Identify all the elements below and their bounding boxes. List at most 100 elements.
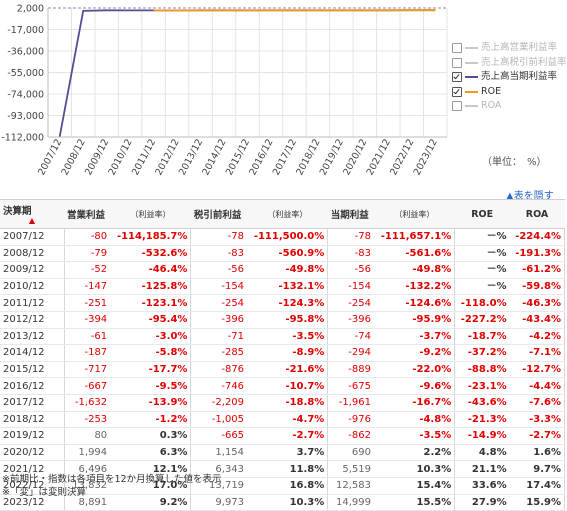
legend-label: 売上高税引前利益率 xyxy=(481,56,567,71)
legend-item-net-margin[interactable]: 売上高当期利益率 xyxy=(452,70,567,85)
header-roe[interactable]: ROE xyxy=(455,200,510,229)
cell-pretax-margin: -560.9% xyxy=(247,245,328,262)
cell-period: 2013/12 xyxy=(0,328,64,345)
cell-net-profit: -74 xyxy=(328,328,374,345)
cell-pretax-margin: -21.6% xyxy=(247,361,328,378)
checkbox-checked-icon[interactable] xyxy=(452,72,462,82)
cell-roa: -59.8% xyxy=(510,278,565,295)
cell-roa: -4.4% xyxy=(510,378,565,395)
cell-period: 2009/12 xyxy=(0,262,64,279)
cell-net-margin: 10.3% xyxy=(374,461,455,478)
cell-net-margin: -49.8% xyxy=(374,262,455,279)
cell-roe: －% xyxy=(455,278,510,295)
legend-swatch xyxy=(465,91,478,93)
cell-net-profit: -154 xyxy=(328,278,374,295)
table-row: 2008/12-79-532.6%-83-560.9%-83-561.6%－%-… xyxy=(0,245,565,262)
cell-pretax-profit: -154 xyxy=(191,278,247,295)
cell-operating-profit: -251 xyxy=(64,295,110,312)
checkbox-icon[interactable] xyxy=(452,43,462,53)
cell-pretax-margin: -2.7% xyxy=(247,428,328,445)
cell-period: 2014/12 xyxy=(0,345,64,362)
y-tick-label: -17,000 xyxy=(7,25,44,36)
cell-roe: -227.2% xyxy=(455,311,510,328)
footnotes: ※前期比・指数は各項目を12か月換算した値を表示 ※「変」は変則決算 xyxy=(2,473,222,499)
cell-roe: -14.9% xyxy=(455,428,510,445)
cell-roe: -21.3% xyxy=(455,411,510,428)
table-row: 2018/12-253-1.2%-1,005-4.7%-976-4.8%-21.… xyxy=(0,411,565,428)
cell-operating-margin: 0.3% xyxy=(110,428,191,445)
legend-label: 売上高当期利益率 xyxy=(481,70,557,85)
cell-period: 2015/12 xyxy=(0,361,64,378)
cell-operating-margin: -46.4% xyxy=(110,262,191,279)
cell-net-profit: -294 xyxy=(328,345,374,362)
header-pretax-profit[interactable]: 税引前利益 xyxy=(191,200,247,229)
cell-operating-profit: -79 xyxy=(64,245,110,262)
cell-net-profit: 12,583 xyxy=(328,477,374,494)
footnote: ※前期比・指数は各項目を12か月換算した値を表示 xyxy=(2,473,222,486)
header-label: 決算期 xyxy=(3,206,32,217)
cell-net-margin: -9.6% xyxy=(374,378,455,395)
cell-operating-profit: -394 xyxy=(64,311,110,328)
cell-pretax-margin: 11.8% xyxy=(247,461,328,478)
cell-period: 2019/12 xyxy=(0,428,64,445)
cell-operating-profit: -52 xyxy=(64,262,110,279)
cell-net-margin: -3.7% xyxy=(374,328,455,345)
cell-net-profit: 690 xyxy=(328,444,374,461)
header-period[interactable]: 決算期 ▲ xyxy=(0,200,64,229)
cell-pretax-margin: -4.7% xyxy=(247,411,328,428)
checkbox-checked-icon[interactable] xyxy=(452,87,462,97)
cell-net-margin: -22.0% xyxy=(374,361,455,378)
table-row: 2015/12-717-17.7%-876-21.6%-889-22.0%-88… xyxy=(0,361,565,378)
cell-pretax-profit: -71 xyxy=(191,328,247,345)
legend-swatch xyxy=(465,76,478,78)
cell-roa: -191.3% xyxy=(510,245,565,262)
cell-pretax-margin: -124.3% xyxy=(247,295,328,312)
legend-label: 売上高営業利益率 xyxy=(481,41,557,56)
cell-net-margin: 2.2% xyxy=(374,444,455,461)
cell-pretax-profit: -83 xyxy=(191,245,247,262)
cell-roa: 9.7% xyxy=(510,461,565,478)
cell-period: 2017/12 xyxy=(0,394,64,411)
table-row: 2016/12-667-9.5%-746-10.7%-675-9.6%-23.1… xyxy=(0,378,565,395)
legend-item-pretax-margin[interactable]: 売上高税引前利益率 xyxy=(452,56,567,71)
cell-roa: -12.7% xyxy=(510,361,565,378)
cell-operating-profit: 80 xyxy=(64,428,110,445)
legend-item-roa[interactable]: ROA xyxy=(452,99,567,114)
cell-net-profit: -254 xyxy=(328,295,374,312)
header-roa[interactable]: ROA xyxy=(510,200,565,229)
unit-note: （単位： %） xyxy=(482,153,547,168)
cell-net-margin: 15.4% xyxy=(374,477,455,494)
sort-asc-icon[interactable]: ▲ xyxy=(3,217,61,225)
legend-item-operating-margin[interactable]: 売上高営業利益率 xyxy=(452,41,567,56)
legend-item-roe[interactable]: ROE xyxy=(452,85,567,100)
y-tick-label: 2,000 xyxy=(17,4,44,15)
checkbox-icon[interactable] xyxy=(452,101,462,111)
checkbox-icon[interactable] xyxy=(452,58,462,68)
y-tick-label: -93,000 xyxy=(7,111,44,122)
cell-net-margin: -16.7% xyxy=(374,394,455,411)
cell-net-profit: -976 xyxy=(328,411,374,428)
cell-roe: -18.7% xyxy=(455,328,510,345)
cell-roe: －% xyxy=(455,262,510,279)
header-net-profit[interactable]: 当期利益 xyxy=(328,200,374,229)
header-operating-profit[interactable]: 営業利益 xyxy=(64,200,110,229)
cell-pretax-profit: -746 xyxy=(191,378,247,395)
cell-operating-profit: -61 xyxy=(64,328,110,345)
cell-roa: -46.3% xyxy=(510,295,565,312)
cell-pretax-margin: -10.7% xyxy=(247,378,328,395)
cell-operating-profit: -667 xyxy=(64,378,110,395)
cell-operating-profit: -1,632 xyxy=(64,394,110,411)
cell-net-margin: -124.6% xyxy=(374,295,455,312)
cell-roe: -43.6% xyxy=(455,394,510,411)
table-row: 2009/12-52-46.4%-56-49.8%-56-49.8%－%-61.… xyxy=(0,262,565,279)
cell-roa: 15.9% xyxy=(510,494,565,511)
cell-roa: -7.1% xyxy=(510,345,565,362)
cell-net-margin: -3.5% xyxy=(374,428,455,445)
cell-operating-margin: -532.6% xyxy=(110,245,191,262)
cell-roa: -3.3% xyxy=(510,411,565,428)
cell-period: 2010/12 xyxy=(0,278,64,295)
header-operating-margin: （利益率） xyxy=(110,200,191,229)
cell-net-profit: 14,999 xyxy=(328,494,374,511)
cell-net-profit: -396 xyxy=(328,311,374,328)
